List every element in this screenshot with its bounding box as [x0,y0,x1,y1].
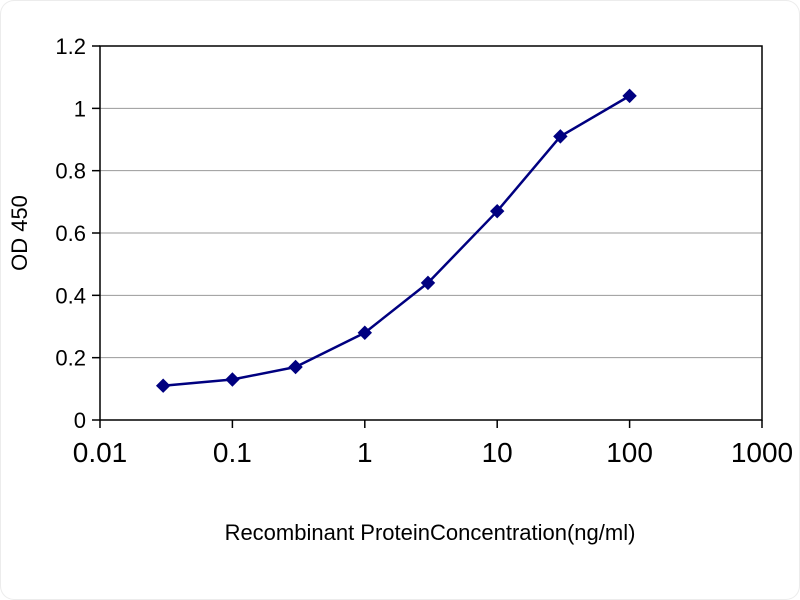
data-point-marker [622,88,637,104]
data-point-marker [288,359,303,375]
data-series-line [163,94,631,387]
y-tick-label: 0.6 [55,221,86,246]
y-axis-label: OD 450 [7,195,32,271]
y-tick-label: 0.8 [55,159,86,184]
x-tick-label: 1000 [731,437,793,468]
data-point-marker [155,378,171,393]
data-point-marker [489,203,505,219]
y-tick-label: 0.4 [55,283,86,308]
x-tick-label: 100 [606,437,653,468]
x-axis-label: Recombinant ProteinConcentration(ng/ml) [225,520,636,545]
y-tick-label: 1 [74,96,86,121]
data-point-marker [420,275,436,291]
x-tick-label: 1 [357,437,373,468]
y-tick-label: 0.2 [55,346,86,371]
data-point-marker [225,372,240,387]
data-point-marker [553,129,568,144]
y-tick-label: 1.2 [55,34,86,59]
x-tick-label: 10 [482,437,513,468]
x-tick-label: 0.01 [73,437,128,468]
x-tick-label: 0.1 [213,437,252,468]
y-tick-label: 0 [74,408,86,433]
data-point-marker [357,325,373,340]
